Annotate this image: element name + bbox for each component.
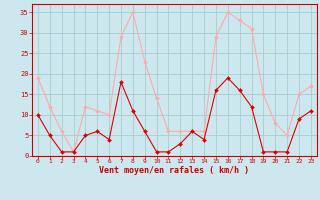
X-axis label: Vent moyen/en rafales ( km/h ): Vent moyen/en rafales ( km/h )	[100, 166, 249, 175]
